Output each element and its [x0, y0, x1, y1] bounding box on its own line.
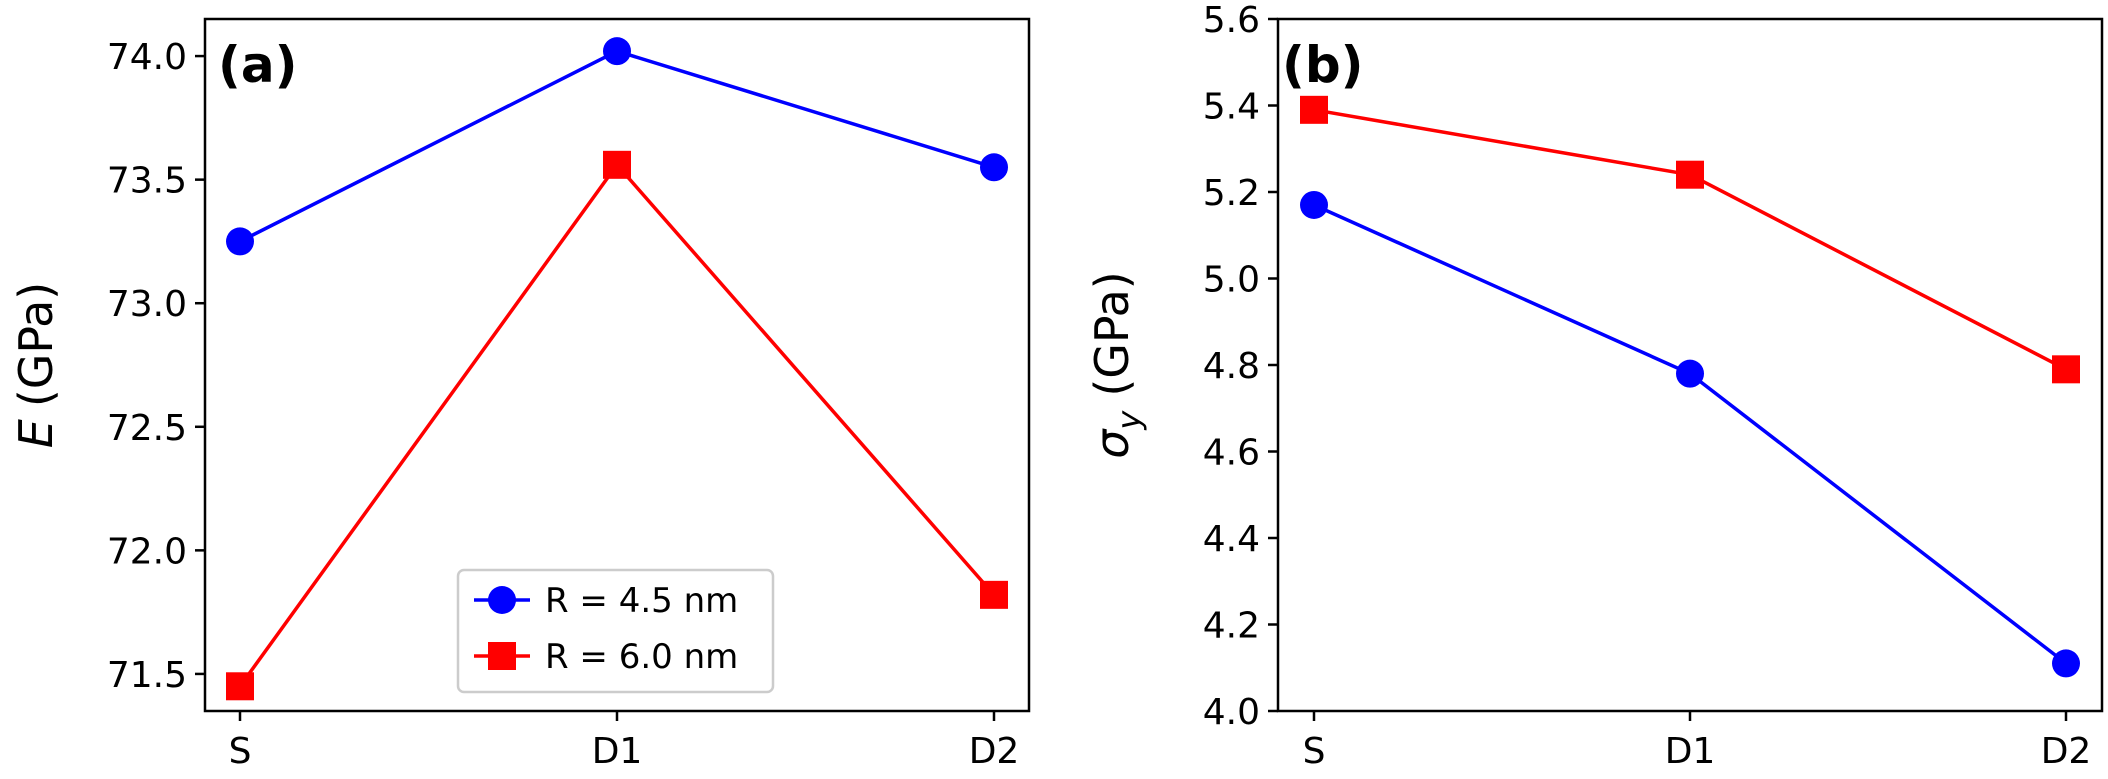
chart-a-y-axis-unit: (GPa) [9, 282, 63, 407]
data-point-square [1676, 160, 1704, 189]
chart-panel-a: 71.5 72.0 72.5 73.0 73.5 74.0 S D1 D2 (a) E (GPa)… [9, 17, 1031, 772]
data-point-circle [603, 37, 631, 66]
legend-label-series-1: R = 4.5 nm [545, 581, 738, 621]
y-tick-label: 72.5 [107, 408, 187, 449]
series-line-2 [1313, 108, 2067, 371]
legend-marker-circle [488, 586, 516, 614]
legend-label-series-2: R = 6.0 nm [545, 637, 738, 677]
chart-b-series-layer [1300, 95, 2080, 678]
data-point-circle [2052, 649, 2080, 678]
y-tick-label: 71.5 [107, 655, 187, 696]
chart-a-axes: 71.5 72.0 72.5 73.0 73.5 74.0 S D1 D2 [107, 37, 1019, 772]
x-tick-label: D2 [2041, 731, 2092, 772]
y-tick-label: 4.6 [1203, 433, 1260, 474]
chart-b-y-axis-subscript: y [1110, 410, 1148, 431]
data-point-circle [226, 227, 254, 256]
chart-a-panel-label: (a) [218, 36, 297, 94]
series-line-1 [1313, 203, 2068, 665]
chart-b-y-axis-unit: (GPa) [1085, 271, 1139, 396]
x-tick-label: D1 [592, 731, 643, 772]
y-tick-label: 5.2 [1203, 173, 1260, 214]
data-point-square [603, 150, 631, 179]
y-tick-label: 74.0 [107, 37, 187, 78]
y-tick-label: 73.5 [107, 161, 187, 202]
data-point-square [1300, 95, 1328, 124]
y-tick-label: 5.6 [1203, 0, 1260, 41]
chart-a-y-axis-symbol: E [9, 419, 63, 448]
chart-b-panel-label: (b) [1282, 36, 1364, 94]
y-tick-label: 5.0 [1203, 260, 1260, 301]
data-point-circle [1300, 190, 1328, 219]
y-tick-label: 4.8 [1203, 346, 1260, 387]
x-tick-label: S [1303, 731, 1326, 772]
legend-box [456, 568, 775, 694]
y-tick-label: 72.0 [107, 531, 187, 572]
y-tick-label: 4.0 [1203, 692, 1260, 733]
chart-b-y-axis-symbol: σ [1085, 428, 1139, 459]
data-point-circle [980, 153, 1008, 182]
data-point-square [2052, 355, 2080, 384]
chart-panel-b: 4.0 4.2 4.4 4.6 4.8 5.0 5.2 5.4 5.6 S D1 D2 (b) σy (… [1085, 0, 2104, 772]
x-tick-label: S [229, 731, 252, 772]
data-point-square [226, 672, 254, 701]
x-tick-label: D2 [969, 731, 1020, 772]
y-tick-label: 5.4 [1203, 87, 1260, 128]
data-point-circle [1676, 359, 1704, 388]
chart-a-legend: R = 4.5 nm R = 6.0 nm [456, 568, 775, 694]
y-tick-label: 73.0 [107, 284, 187, 325]
series-line-1 [239, 49, 995, 243]
y-tick-label: 4.4 [1203, 519, 1260, 560]
x-tick-label: D1 [1665, 731, 1716, 772]
chart-b-y-axis-label: σy (GPa) [1085, 271, 1148, 459]
data-point-square [980, 580, 1008, 609]
chart-b-axes: 4.0 4.2 4.4 4.6 4.8 5.0 5.2 5.4 5.6 S D1 D2 [1203, 0, 2092, 772]
y-tick-label: 4.2 [1203, 606, 1260, 647]
chart-a-y-axis-label: E (GPa) [9, 282, 63, 448]
chart-a-series-layer [226, 37, 1008, 701]
legend-marker-square [488, 642, 516, 670]
